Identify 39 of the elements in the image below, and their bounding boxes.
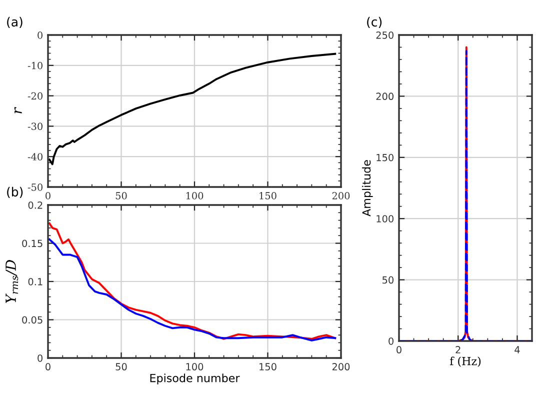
y-tick-label: 250 [376,31,394,39]
y-tick-label: 0.05 [22,316,42,324]
line-series [48,52,336,166]
y-tick-label: -50 [28,183,42,191]
y-tick-label: 200 [376,92,394,100]
y-tick-label: -20 [28,92,42,100]
x-tick-label: 0 [46,363,50,370]
y-tick-label: 0.2 [28,201,42,209]
y-tick-label: 50 [382,276,394,284]
x-tick-label: 200 [332,192,350,200]
y-tick-label: -40 [28,153,42,160]
y-tick-label: 0.1 [28,278,42,286]
y-tick-label: 150 [376,154,394,162]
y-tick-label: 0 [38,354,42,362]
x-tick-label: 100 [186,192,204,200]
y-tick-label: -30 [28,122,42,130]
x-tick-label: 150 [260,192,276,200]
x-axis-title: f (Hz) [450,356,481,367]
x-tick-label: 100 [186,363,204,370]
text: (c) [367,16,382,28]
y-axis-title: Amplitude [362,160,373,216]
y-axis-title: Y$_{rms}$/D [6,260,18,304]
x-tick-label: 4 [514,346,520,354]
x-tick-label: 0 [46,192,50,200]
x-tick-label: 200 [332,363,350,370]
x-tick-label: 0 [396,346,402,354]
y-tick-label: 0 [38,31,42,39]
x-tick-label: 2 [456,346,460,354]
y-tick-label: -10 [28,62,42,70]
y-tick-label: 0.15 [22,240,42,248]
y-tick-label: 100 [376,215,394,222]
x-tick-label: 150 [260,363,276,370]
text: (b) [7,186,23,198]
x-tick-label: 50 [116,363,127,370]
y-axis-title: r [14,106,22,114]
y-tick-label: 0 [388,337,394,345]
x-axis-title: Episode number [150,374,240,384]
text: (a) [7,16,22,28]
x-tick-label: 50 [116,192,127,200]
